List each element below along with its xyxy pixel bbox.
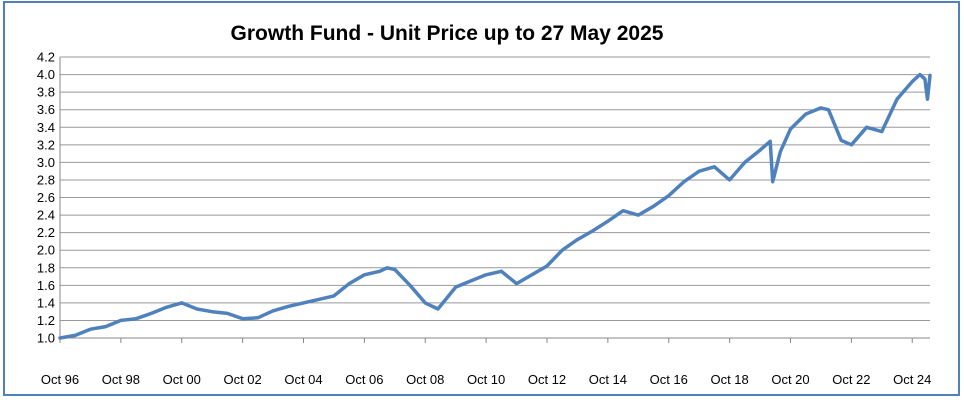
y-tick-label: 4.0 <box>37 67 55 82</box>
x-tick-label: Oct 02 <box>223 372 261 387</box>
x-axis-tick-labels: Oct 96 Oct 98 Oct 00 Oct 02 Oct 04 Oct 06 Oct … <box>41 372 932 387</box>
x-tick-label: Oct 20 <box>771 372 809 387</box>
y-tick-label: 3.0 <box>37 155 55 170</box>
x-tick-label: Oct 06 <box>345 372 383 387</box>
x-tick-label: Oct 08 <box>406 372 444 387</box>
y-tick-label: 2.0 <box>37 243 55 258</box>
x-tick-label: Oct 96 <box>41 372 79 387</box>
x-tick-label: Oct 12 <box>528 372 566 387</box>
y-tick-label: 1.6 <box>37 278 55 293</box>
y-tick-label: 3.8 <box>37 85 55 100</box>
y-tick-label: 2.2 <box>37 225 55 240</box>
x-tick-label: Oct 18 <box>710 372 748 387</box>
x-tick-label: Oct 16 <box>650 372 688 387</box>
chart-frame <box>3 1 960 396</box>
y-tick-label: 2.6 <box>37 190 55 205</box>
y-tick-label: 1.2 <box>37 313 55 328</box>
x-tick-label: Oct 10 <box>467 372 505 387</box>
series-line <box>58 72 932 340</box>
x-tick-label: Oct 14 <box>589 372 627 387</box>
x-tick-label: Oct 04 <box>284 372 322 387</box>
x-tick-label: Oct 98 <box>102 372 140 387</box>
y-tick-label: 1.0 <box>37 331 55 346</box>
x-tick-label: Oct 00 <box>163 372 201 387</box>
chart-title: Growth Fund - Unit Price up to 27 May 20… <box>231 22 664 45</box>
y-tick-label: 2.8 <box>37 172 55 187</box>
y-axis-tick-labels: 1.0 1.2 1.4 1.6 1.8 2.0 2.2 2.4 2.6 2.8 3.0 3.2 3.4 3… <box>37 50 55 346</box>
series-layer <box>58 72 932 340</box>
y-tick-label: 1.8 <box>37 260 55 275</box>
x-tick-label: Oct 24 <box>893 372 931 387</box>
y-tick-label: 4.2 <box>37 50 55 65</box>
y-tick-label: 3.4 <box>37 120 55 135</box>
x-tick-label: Oct 22 <box>832 372 870 387</box>
gridlines <box>59 56 930 343</box>
y-tick-label: 1.4 <box>37 295 55 310</box>
y-tick-label: 2.4 <box>37 208 55 223</box>
y-tick-label: 3.6 <box>37 102 55 117</box>
y-tick-label: 3.2 <box>37 137 55 152</box>
